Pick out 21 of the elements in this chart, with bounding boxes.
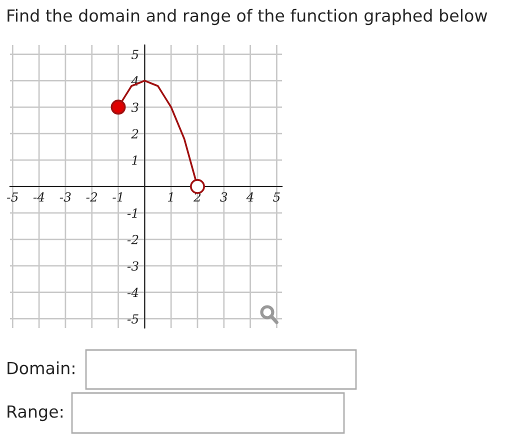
- y-tick-label: 1: [132, 156, 137, 165]
- x-tick-label: 3: [220, 192, 228, 202]
- x-tick-label: -1: [112, 192, 122, 202]
- y-tick-label: -2: [127, 234, 138, 244]
- x-tick-label: -3: [60, 192, 71, 202]
- y-tick-label: -3: [127, 261, 138, 271]
- chart-title: Find the domain and range of the function graphed below: [8, 8, 488, 26]
- x-tick-label: 5: [273, 192, 280, 202]
- y-tick-label: -1: [127, 208, 137, 218]
- x-tick-label: 4: [246, 192, 254, 202]
- y-tick-label: -4: [127, 288, 138, 298]
- y-tick-label: -5: [127, 314, 138, 324]
- text: Domain:: [8, 361, 74, 374]
- y-tick-label: 3: [131, 102, 138, 112]
- x-tick-label: -2: [86, 192, 98, 202]
- x-tick-label: 1: [168, 192, 173, 202]
- y-tick-label: 2: [131, 129, 138, 138]
- x-tick-label: -5: [7, 192, 18, 202]
- y-tick-label: 5: [131, 50, 138, 60]
- text: Range:: [8, 405, 62, 422]
- x-tick-label: -4: [33, 192, 44, 202]
